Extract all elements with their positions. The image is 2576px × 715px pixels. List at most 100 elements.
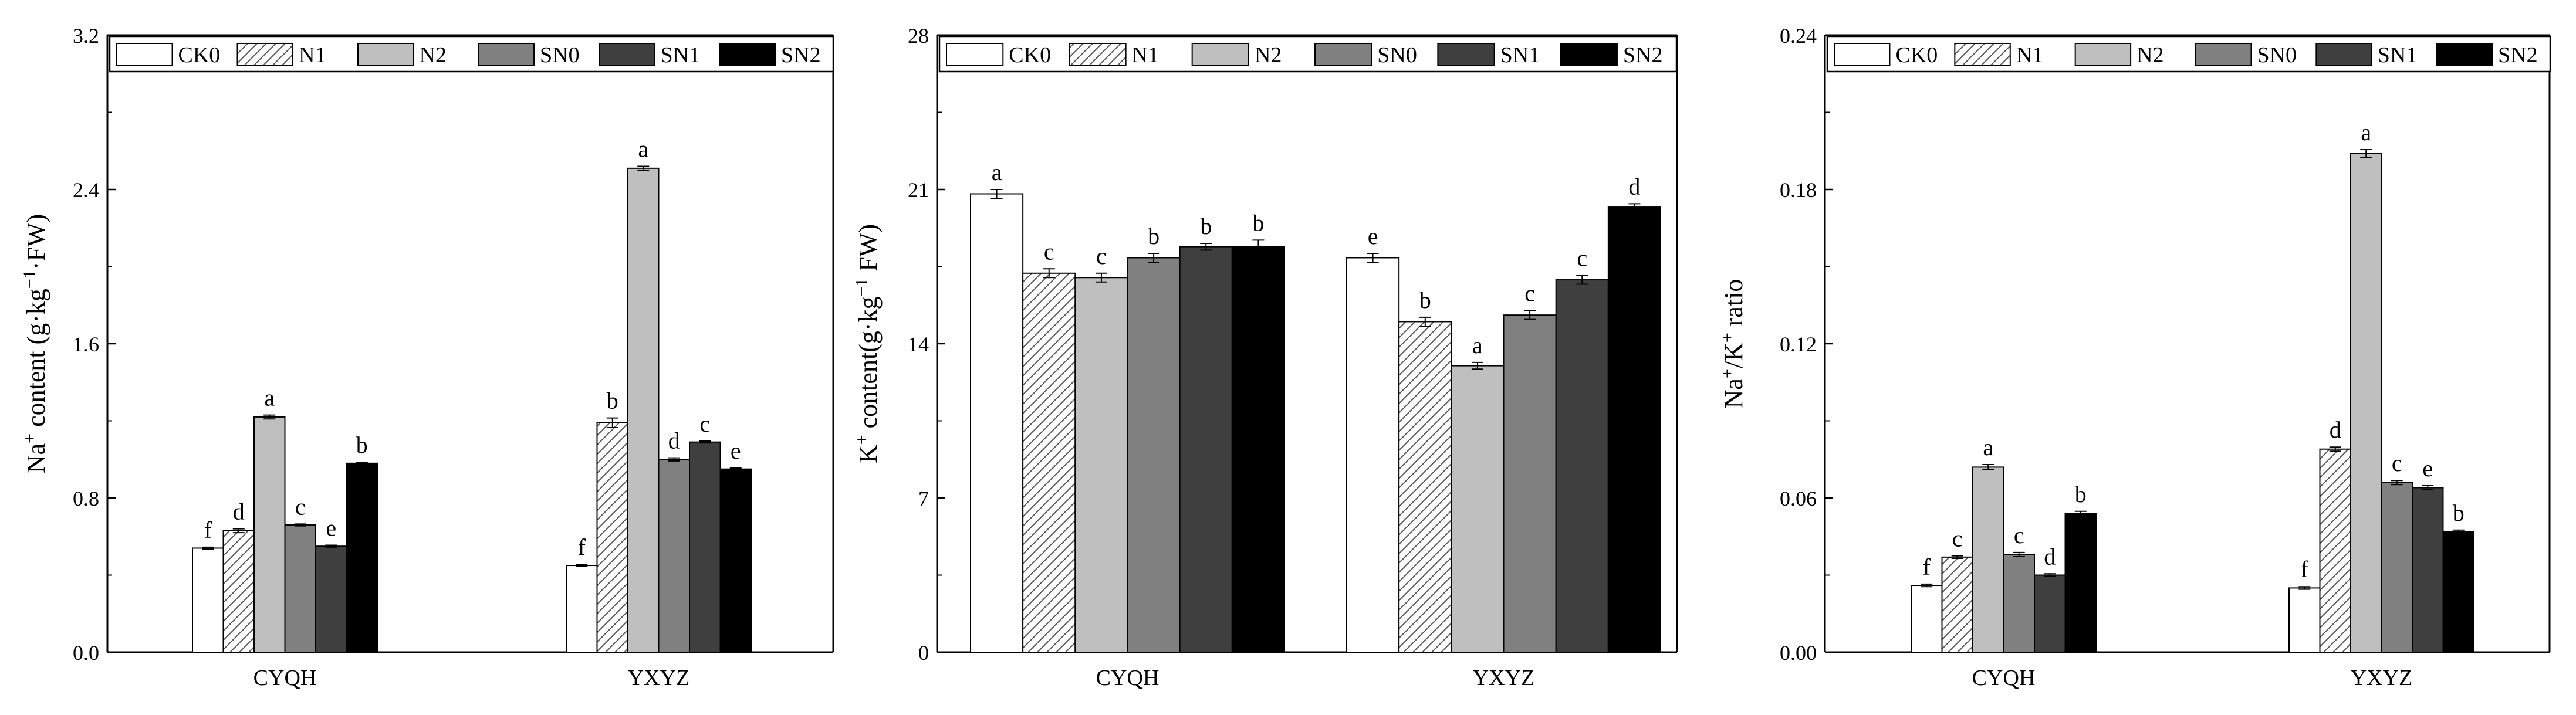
legend-label-n2: N2 xyxy=(1255,43,1282,67)
significance-letter: f xyxy=(1923,554,1931,580)
significance-letter: e xyxy=(731,438,741,464)
bar-sn0-yxyz xyxy=(658,459,690,653)
significance-letter: b xyxy=(2075,481,2087,507)
x-tick-label: CYQH xyxy=(1972,666,2036,690)
significance-letter: f xyxy=(2301,556,2309,582)
bar-sn0-yxyz xyxy=(1503,314,1557,653)
significance-letter: b xyxy=(1419,287,1431,313)
chart-panel-1: 0.0 0.8 1.6 2.4 3.2 Na+ content (g·kg−1·FW) CY… xyxy=(20,24,834,690)
significance-letter: a xyxy=(638,136,648,162)
bar-n2-yxyz xyxy=(1451,365,1505,653)
legend-label-n1: N1 xyxy=(1132,43,1159,67)
legend-swatch-sn2 xyxy=(1560,43,1618,66)
significance-letter: d xyxy=(668,428,680,454)
bar-ck0-yxyz xyxy=(566,565,598,653)
y-tick-label: 7 xyxy=(918,487,929,510)
bar-sn2-yxyz xyxy=(1607,206,1661,653)
legend-label-sn1: SN1 xyxy=(661,43,701,67)
significance-letter: b xyxy=(2453,500,2465,526)
legend-box xyxy=(109,35,834,73)
legend-label-n1: N1 xyxy=(299,43,326,67)
legend-label-sn0: SN0 xyxy=(1377,43,1417,67)
legend-label-sn0: SN0 xyxy=(540,43,580,67)
y-tick-label: 28 xyxy=(908,24,929,48)
legend-box xyxy=(938,35,1678,73)
significance-letter: f xyxy=(204,517,212,543)
bar-ck0-cyqh xyxy=(192,547,224,653)
legend-swatch-ck0 xyxy=(946,43,1004,66)
bar-sn2-cyqh xyxy=(346,462,378,653)
y-axis-label: K+ content(g·kg−1 FW) xyxy=(852,224,883,463)
bar-sn0-cyqh xyxy=(284,524,316,653)
significance-letter: a xyxy=(1983,434,1993,460)
bar-n1-cyqh xyxy=(1022,272,1076,653)
significance-letter: a xyxy=(992,159,1002,185)
bar-sn2-yxyz xyxy=(719,468,752,653)
significance-letter: a xyxy=(2361,119,2371,145)
significance-letter: b xyxy=(1252,209,1264,236)
legend-label-n2: N2 xyxy=(2136,43,2163,67)
legend-swatch-n2 xyxy=(357,43,414,66)
bar-sn0-cyqh xyxy=(2003,554,2035,653)
bar-n1-cyqh xyxy=(1941,556,1973,653)
significance-letter: a xyxy=(264,385,275,411)
legend-swatch-ck0 xyxy=(1834,43,1891,66)
y-tick-label: 0.8 xyxy=(73,487,99,510)
y-tick-label: 0.18 xyxy=(1780,178,1817,202)
legend-box xyxy=(1826,35,2551,73)
chart-panel-2: 0 7 14 21 28 K+ content(g·kg−1 FW) CYQH a c c b b b Y… xyxy=(852,24,1678,690)
legend-swatch-n1 xyxy=(236,43,294,66)
y-tick-label: 0 xyxy=(918,641,929,665)
significance-letter: e xyxy=(1368,223,1378,249)
significance-letter: c xyxy=(1577,245,1587,272)
bar-n1-yxyz xyxy=(1398,321,1452,653)
legend-swatch-sn1 xyxy=(1437,43,1495,66)
significance-letter: b xyxy=(1200,213,1212,239)
significance-letter: c xyxy=(1524,280,1535,307)
x-tick-label: CYQH xyxy=(253,666,317,690)
significance-letter: c xyxy=(295,493,306,520)
legend-label-sn2: SN2 xyxy=(781,43,821,67)
legend-label-sn2: SN2 xyxy=(1623,43,1663,67)
significance-letter: c xyxy=(2392,450,2402,476)
bar-sn1-yxyz xyxy=(1555,279,1609,653)
legend-swatch-n1 xyxy=(1069,43,1127,66)
bar-n2-cyqh xyxy=(1972,466,2004,653)
legend-label-n2: N2 xyxy=(420,43,447,67)
legend-label-ck0: CK0 xyxy=(1009,43,1051,67)
significance-letter: c xyxy=(699,411,710,437)
legend-swatch-sn1 xyxy=(599,43,655,66)
bar-sn1-yxyz xyxy=(689,441,721,653)
y-tick-label: 14 xyxy=(908,333,929,356)
legend-label-ck0: CK0 xyxy=(178,43,221,67)
y-tick-label: 1.6 xyxy=(73,333,99,356)
bar-n2-yxyz xyxy=(627,167,660,653)
bar-sn1-cyqh xyxy=(315,545,347,653)
y-tick-label: 0.06 xyxy=(1780,487,1817,510)
bar-sn1-yxyz xyxy=(2412,487,2444,653)
significance-letter: a xyxy=(1472,332,1483,358)
bar-n1-cyqh xyxy=(222,530,255,653)
bar-ck0-yxyz xyxy=(2288,587,2321,653)
bar-n2-cyqh xyxy=(253,416,286,653)
bar-n2-cyqh xyxy=(1074,277,1128,653)
legend-swatch-sn0 xyxy=(2195,43,2252,66)
legend-swatch-n2 xyxy=(1191,43,1249,66)
x-tick-label: YXYZ xyxy=(1473,666,1535,690)
legend-label-sn1: SN1 xyxy=(2378,43,2418,67)
x-tick-label: YXYZ xyxy=(2351,666,2413,690)
significance-letter: f xyxy=(578,534,586,560)
y-tick-label: 21 xyxy=(908,178,929,202)
x-tick-label: YXYZ xyxy=(628,666,690,690)
bar-sn2-cyqh xyxy=(2064,513,2097,653)
y-tick-label: 0.24 xyxy=(1780,24,1817,48)
legend-swatch-n1 xyxy=(1954,43,2011,66)
significance-letter: d xyxy=(1628,173,1640,199)
legend-label-ck0: CK0 xyxy=(1895,43,1938,67)
x-tick-label: CYQH xyxy=(1096,666,1159,690)
y-axis-label: Na+ content (g·kg−1·FW) xyxy=(20,214,50,473)
bar-sn0-yxyz xyxy=(2381,482,2413,653)
bar-sn2-cyqh xyxy=(1231,246,1285,653)
